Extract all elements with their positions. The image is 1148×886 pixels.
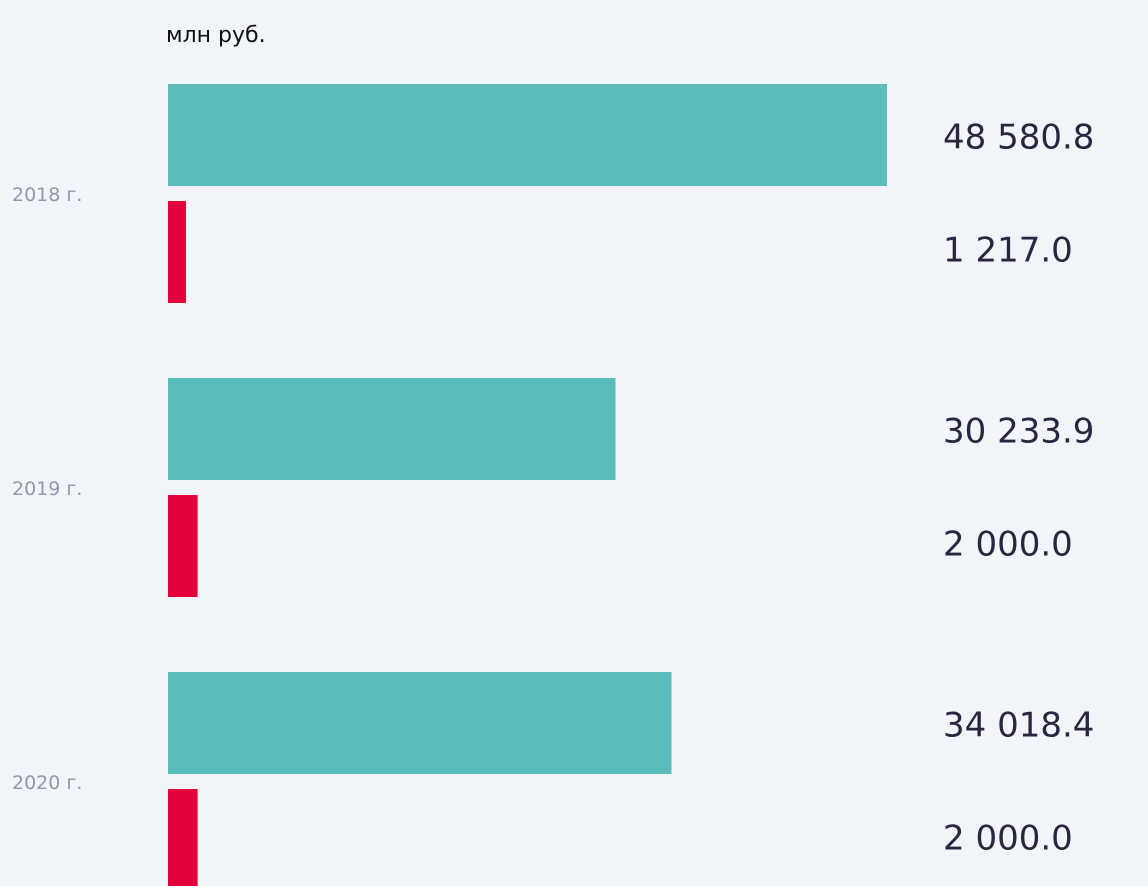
category-label: 2018 г.: [12, 184, 82, 206]
value-label: 48 580.8: [943, 118, 1094, 158]
chart-subtitle: млн руб.: [166, 23, 266, 48]
value-label: 2 000.0: [943, 819, 1073, 859]
value-label: 34 018.4: [943, 706, 1094, 746]
bar: [168, 495, 198, 597]
category-label: 2020 г.: [12, 772, 82, 794]
value-label: 30 233.9: [943, 412, 1094, 452]
bar: [168, 378, 616, 480]
bar: [168, 84, 887, 186]
bar: [168, 201, 187, 303]
category-label: 2019 г.: [12, 478, 82, 500]
bar: [168, 789, 198, 886]
value-label: 1 217.0: [943, 231, 1073, 271]
value-label: 2 000.0: [943, 525, 1073, 565]
bar: [168, 672, 672, 774]
